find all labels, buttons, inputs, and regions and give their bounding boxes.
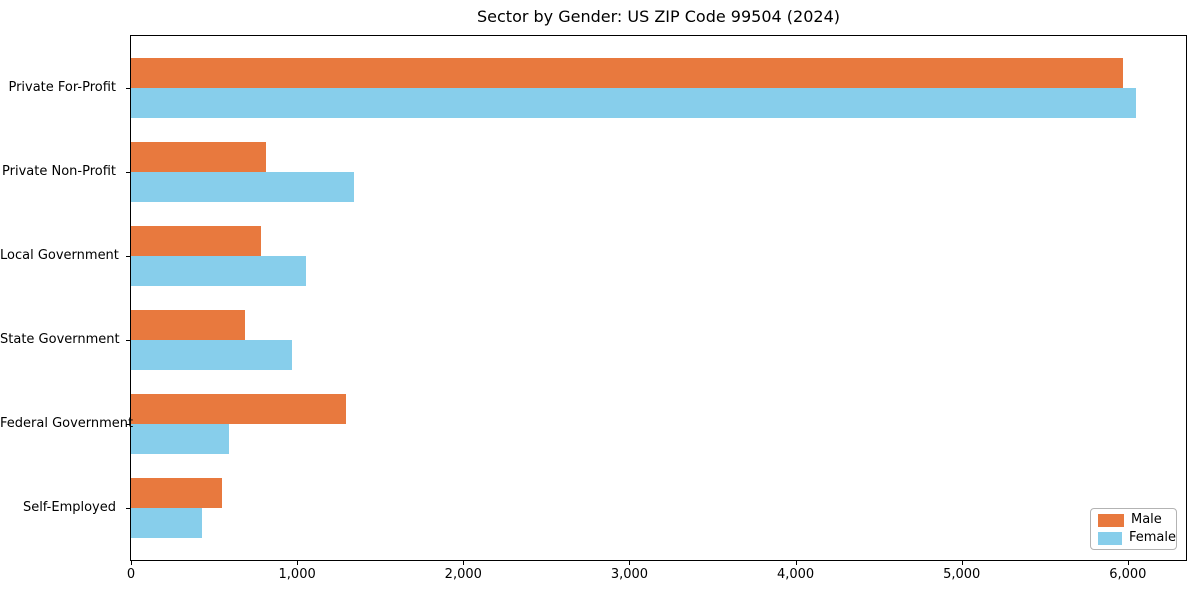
bar-female-2 xyxy=(131,172,355,203)
y-tick-mark xyxy=(126,172,130,174)
bar-female-5 xyxy=(131,423,230,454)
y-tick-mark xyxy=(126,256,130,257)
bar-male-6 xyxy=(131,477,223,508)
y-tick-mark xyxy=(126,423,130,425)
x-tick-mark xyxy=(297,561,299,565)
x-tick-label: 5,000 xyxy=(943,567,981,582)
legend-item-male: Male xyxy=(1098,513,1176,527)
y-tick-mark xyxy=(126,88,130,90)
female-color-swatch xyxy=(1098,531,1122,545)
y-tick-label: Private For-Profit xyxy=(8,80,116,96)
x-tick-label: 1,000 xyxy=(278,567,316,582)
y-tick-label: Self-Employed xyxy=(22,499,116,515)
legend-label-male: Male xyxy=(1131,512,1162,527)
bar-female-6 xyxy=(131,507,203,538)
y-tick-label: Private Non-Profit xyxy=(2,164,116,180)
legend-label-female: Female xyxy=(1128,530,1176,545)
bar-male-4 xyxy=(131,309,245,340)
bar-male-3 xyxy=(131,226,262,256)
x-tick-mark xyxy=(629,561,631,565)
bar-male-5 xyxy=(131,393,347,424)
y-tick-label: Local Government xyxy=(0,248,119,263)
y-tick-label: Federal Government xyxy=(0,415,134,431)
x-tick-label: 2,000 xyxy=(444,567,482,582)
x-tick-mark xyxy=(463,561,465,565)
y-tick-mark xyxy=(126,339,130,341)
y-tick-mark xyxy=(126,507,130,509)
y-axis-labels: Private For-Profit Private Non-Profit Loca… xyxy=(0,36,134,560)
bar-male-1 xyxy=(131,58,1123,89)
plot-area xyxy=(130,35,1187,561)
y-tick-label: State Government xyxy=(0,331,120,347)
bar-female-4 xyxy=(131,339,293,370)
x-tick-label: 6,000 xyxy=(1109,567,1147,582)
bar-male-2 xyxy=(131,142,267,173)
x-tick-label: 4,000 xyxy=(776,567,815,582)
bar-female-3 xyxy=(131,256,307,286)
x-tick-mark xyxy=(131,561,132,565)
chart-title: Sector by Gender: US ZIP Code 99504 (202… xyxy=(477,7,840,26)
legend: Male Female xyxy=(1090,508,1177,550)
bar-female-1 xyxy=(131,88,1137,119)
x-tick-mark xyxy=(795,561,797,565)
legend-item-female: Female xyxy=(1098,531,1176,545)
male-color-swatch xyxy=(1098,513,1124,527)
x-tick-label: 0 xyxy=(126,567,136,582)
x-tick-label: 3,000 xyxy=(610,567,649,582)
x-tick-mark xyxy=(961,561,963,565)
x-tick-mark xyxy=(1127,561,1129,565)
